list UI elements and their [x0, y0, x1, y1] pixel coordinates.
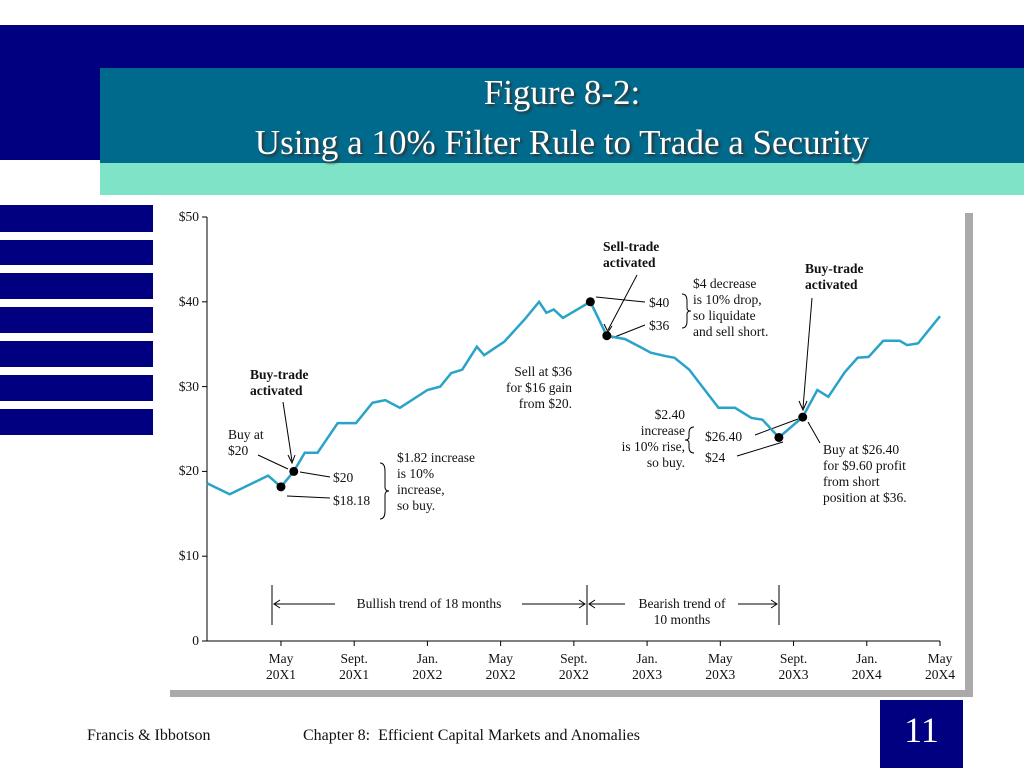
annotation: $36 [649, 318, 670, 333]
band [0, 25, 1024, 68]
annotation: Buy at $26.40 for $9.60 profit from shor… [823, 442, 907, 505]
annotation: $24 [705, 450, 726, 465]
y-tick-label: $40 [178, 293, 199, 309]
trade-point [276, 482, 286, 492]
x-tick-label: Sept. 20X1 [339, 651, 370, 682]
x-tick-label: May 20X2 [485, 651, 516, 682]
trade-point [774, 432, 784, 442]
price-line [206, 299, 941, 496]
trade-point [602, 331, 612, 341]
annotation: Bullish trend of 18 months [356, 596, 502, 611]
annotation: $26.40 [705, 429, 743, 444]
title: Figure 8-2: Using a 10% Filter Rule to T… [254, 73, 870, 162]
x-tick-label: Jan. 20X3 [632, 651, 663, 682]
x-tick-label: Sept. 20X2 [558, 651, 589, 682]
page-box [880, 700, 963, 768]
trade-point [798, 412, 808, 422]
y-tick-label: 0 [192, 633, 199, 648]
x-tick-label: May 20X4 [925, 651, 955, 682]
annotation: $2.40 increase is 10% rise, so buy. [621, 407, 685, 470]
page-number: 11 [904, 710, 939, 750]
trade-point [289, 466, 299, 476]
annotation: Sell-trade activated [603, 239, 660, 270]
annotation: $1.82 increase is 10% increase, so buy. [397, 450, 475, 513]
footer-center: Chapter 8: Efficient Capital Markets and… [303, 727, 640, 744]
annotation: Buy at $20 [228, 427, 264, 458]
y-tick-label: $20 [178, 463, 199, 479]
annotation: Buy-trade activated [805, 261, 864, 292]
band [0, 25, 100, 160]
annotation: $18.18 [333, 493, 371, 508]
trade-point [585, 297, 595, 307]
title-box [100, 68, 1024, 163]
x-tick-label: May 20X1 [265, 651, 296, 682]
annotation: $4 decrease is 10% drop, so liquidate an… [693, 276, 769, 339]
x-tick-label: May 20X3 [705, 651, 736, 682]
annotation: Sell at $36 for $16 gain from $20. [506, 364, 572, 411]
x-tick-label: Jan. 20X2 [412, 651, 443, 682]
x-tick-label: Sept. 20X3 [778, 651, 809, 682]
annotation: Bearish trend of 10 months [638, 596, 726, 627]
leaders [257, 274, 821, 625]
annotation: $20 [333, 470, 354, 485]
chart-bg [160, 205, 965, 690]
annotation: $40 [649, 295, 670, 310]
y-tick-label: $30 [178, 378, 199, 394]
footer-left: Francis & Ibbotson [87, 727, 211, 744]
x-tick-label: Jan. 20X4 [851, 651, 882, 682]
strip [100, 163, 1024, 195]
y-tick-label: $50 [178, 209, 199, 224]
annotation: Buy-trade activated [250, 367, 309, 398]
side-bars [0, 205, 153, 435]
y-tick-label: $10 [178, 548, 199, 564]
